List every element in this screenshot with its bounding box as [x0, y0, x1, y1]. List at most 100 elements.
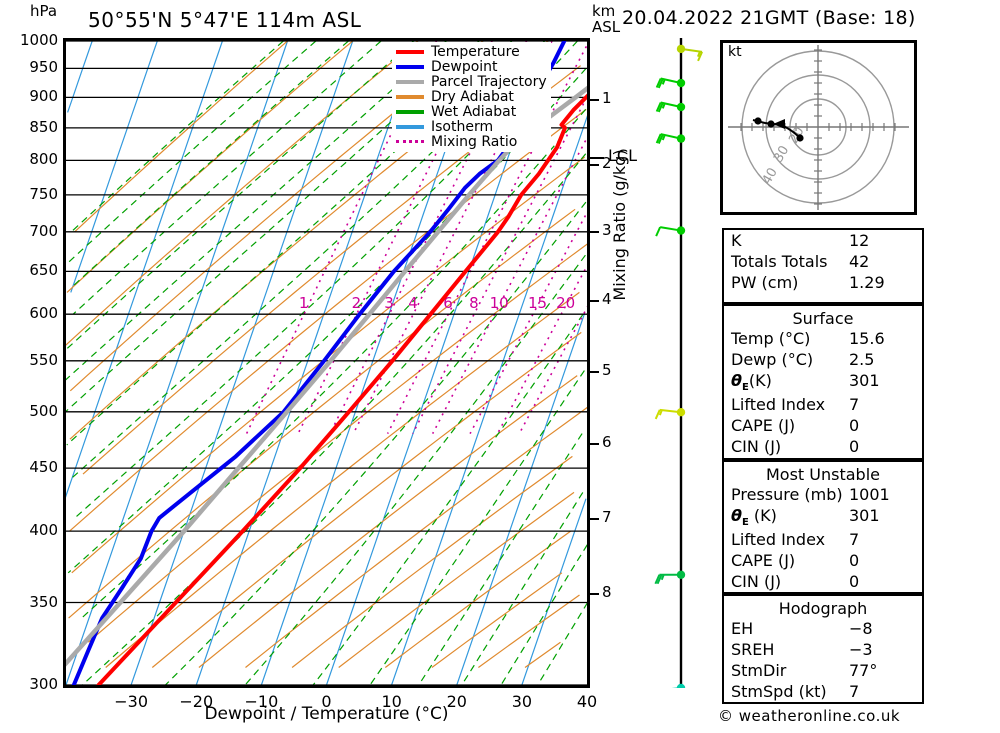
data-row-value: 7	[849, 395, 860, 415]
wet-adiabat-line	[67, 41, 317, 264]
data-row-value: 0	[849, 572, 860, 592]
wet-adiabat-line	[244, 254, 586, 685]
pressure-tick-label: 850	[29, 117, 58, 136]
mixing-ratio-label: 2	[352, 294, 362, 312]
height-tick-label: 7	[602, 507, 612, 526]
dry-adiabat-line	[478, 594, 580, 668]
height-tick-mark	[590, 98, 599, 101]
pressure-tick-label: 1000	[20, 31, 59, 49]
data-row-key: StmSpd (kt)	[731, 682, 827, 701]
wind-barb	[655, 77, 686, 89]
data-row: θE (K) 301	[724, 505, 922, 529]
hodograph-plot: 20 30 40	[720, 40, 917, 215]
x-axis-title: Dewpoint / Temperature (°C)	[204, 704, 449, 724]
temperature-tick-label: −30	[114, 692, 148, 711]
height-tick-mark	[590, 300, 599, 303]
wind-barb	[654, 408, 686, 420]
data-row: SREH −3	[724, 639, 922, 660]
temperature-curve	[96, 93, 587, 685]
data-row-value: 12	[849, 231, 870, 250]
isotherm-line	[67, 41, 93, 113]
legend-item-dry-adiabat: Dry Adiabat	[396, 89, 547, 105]
pressure-tick-label: 400	[29, 521, 58, 540]
data-row: CIN (J) 0	[724, 571, 922, 592]
data-row: CAPE (J) 0	[724, 550, 922, 571]
pressure-tick-label: 500	[29, 401, 58, 420]
lcl-label: LCL	[608, 146, 637, 166]
pressure-tick-label: 650	[29, 261, 58, 280]
dry-adiabat-line	[431, 572, 563, 668]
height-tick-label: 4	[602, 290, 612, 309]
data-row: θE(K) 301	[724, 370, 922, 394]
isotherm-line	[66, 41, 223, 498]
legend-item-isotherm: Isotherm	[396, 118, 547, 135]
mixing-ratio-line	[386, 46, 587, 434]
height-tick-mark	[590, 593, 599, 596]
data-row-value: 1.29	[849, 273, 885, 292]
wind-barb	[676, 44, 703, 62]
legend-swatch-icon	[396, 49, 424, 54]
legend-item-label: Isotherm	[431, 118, 494, 135]
pressure-tick-label: 300	[29, 675, 58, 693]
mixing-ratio-label: 4	[408, 294, 418, 312]
wet-adiabat-line	[500, 544, 587, 685]
temperature-tick-label: 30	[511, 692, 533, 711]
data-row-key: EH	[731, 619, 754, 638]
height-unit-label: km	[592, 2, 616, 20]
pressure-tick-label: 350	[29, 592, 58, 611]
dry-adiabat-line	[524, 641, 561, 668]
data-row-value: 7	[849, 682, 860, 701]
isotherm-line	[521, 498, 587, 685]
data-row: Lifted Index 7	[724, 529, 922, 550]
mixing-ratio-line	[431, 136, 587, 434]
surface-parcel-panel: Surface Temp (°C) 15.6 Dewp (°C) 2.5 θE(K) 301…	[722, 304, 924, 460]
wet-adiabat-line	[81, 153, 587, 685]
hodograph-unit-label: kt	[728, 44, 742, 60]
legend-swatch-icon	[396, 124, 424, 129]
data-row-key: Pressure (mb)	[731, 485, 843, 504]
height-tick-mark	[590, 163, 599, 166]
data-row-value: −8	[849, 619, 873, 638]
height-tick-label: 5	[602, 360, 612, 379]
data-row: CIN (J) 0	[724, 436, 922, 457]
data-row-key: Lifted Index	[731, 530, 826, 550]
wet-adiabat-line	[66, 41, 513, 446]
data-row-value: −3	[849, 640, 873, 659]
pressure-tick-label: 800	[29, 150, 58, 169]
pressure-tick-label: 750	[29, 184, 58, 203]
data-row-key: SREH	[731, 640, 775, 659]
legend-item-label: Dewpoint	[431, 58, 498, 75]
data-row-key: K	[731, 231, 742, 250]
wind-barb	[654, 570, 686, 585]
mixing-ratio-line	[245, 41, 438, 434]
legend-item-label: Temperature	[431, 43, 520, 60]
data-row-value: 1001	[849, 485, 890, 504]
wet-adiabat-line	[72, 41, 382, 315]
legend-swatch-icon	[396, 140, 424, 143]
pressure-tick-label: 950	[29, 58, 58, 77]
data-row: StmDir 77°	[724, 660, 922, 681]
temperature-tick-label: 10	[381, 692, 402, 711]
legend-item-mixing-ratio: Mixing Ratio	[396, 134, 547, 150]
isotherm-line	[195, 41, 419, 685]
legend-item-dewpoint: Dewpoint	[396, 58, 547, 75]
data-row: Dewp (°C) 2.5	[724, 349, 922, 370]
hodograph-stats-panel: Hodograph EH −8 SREH −3 StmDir 77° StmSpd (kt) 7	[722, 594, 924, 704]
data-row: PW (cm) 1.29	[724, 272, 922, 293]
data-row-key: CAPE (J)	[731, 551, 796, 571]
data-row-key: StmDir	[731, 661, 787, 680]
mixing-ratio-line	[518, 305, 587, 434]
height-tick-label: 1	[602, 88, 612, 107]
data-row: Totals Totals 42	[724, 251, 922, 272]
dry-adiabat-line	[338, 491, 575, 668]
data-row: Pressure (mb) 1001	[724, 484, 922, 505]
panel-heading: Hodograph	[778, 599, 868, 618]
data-row: Temp (°C) 15.6	[724, 328, 922, 349]
wet-adiabat-line	[312, 313, 584, 685]
data-row: CAPE (J) 0	[724, 415, 922, 436]
height-tick-mark	[590, 517, 599, 520]
temperature-tick-label: −10	[244, 692, 279, 711]
mixing-ratio-label: 6	[443, 294, 453, 312]
data-row-value: 2.5	[849, 350, 875, 369]
hodograph-ring-label: 30	[771, 143, 792, 165]
